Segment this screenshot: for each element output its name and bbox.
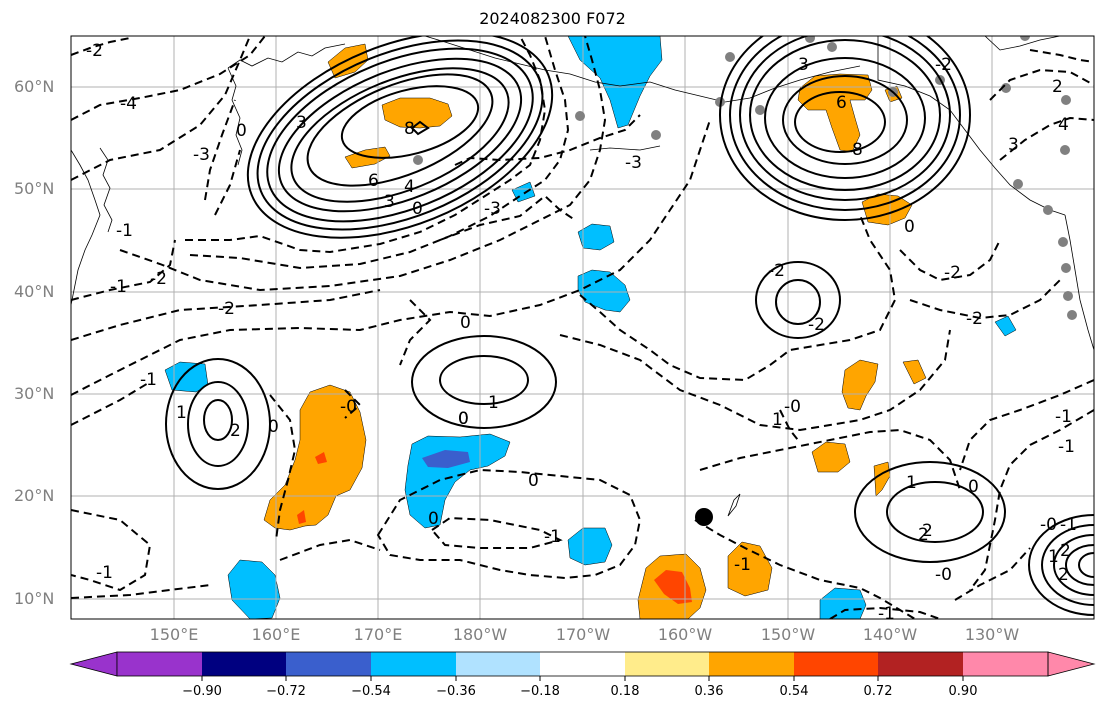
colorbar-tick-label: 0.36 xyxy=(694,684,724,699)
colorbar-tick-label: −0.18 xyxy=(520,684,560,699)
contour-label: 0 xyxy=(458,409,469,429)
contour-label: -2 xyxy=(218,299,235,319)
contour-label: -1 xyxy=(1058,437,1075,457)
contour-label: 3 xyxy=(384,192,395,212)
lon-label: 170°E xyxy=(353,625,403,644)
contour-label: 0 xyxy=(236,121,247,141)
contour-label: -1 xyxy=(544,527,561,547)
contour-label: 0 xyxy=(428,509,439,529)
contour-label: -1 xyxy=(96,563,113,583)
contour-label: -1 xyxy=(116,221,133,241)
contour-label: -4 xyxy=(120,94,137,114)
gridlines xyxy=(71,36,1094,619)
colorbar-extend-low xyxy=(69,651,118,677)
contour-label: -1 xyxy=(140,370,157,390)
contour-label: 1 xyxy=(772,410,783,430)
contour-label: 0 xyxy=(412,199,423,219)
colorbar-tick-label: 0.90 xyxy=(948,684,978,699)
contour-label: -2 xyxy=(935,55,952,75)
plot-frame xyxy=(70,35,1095,620)
contour-label: 0 xyxy=(458,409,469,429)
contour-label: 2 xyxy=(922,521,933,541)
colorbar-tick-label: 0.72 xyxy=(863,684,893,699)
lon-label: 130°W xyxy=(964,625,1020,644)
contour-label: 0 xyxy=(528,471,539,491)
lon-label: 140°W xyxy=(862,625,918,644)
contour-label: -1 xyxy=(734,555,751,575)
positive-contours xyxy=(165,36,1094,616)
contour-label: -1 xyxy=(1060,515,1077,535)
colorbar-tick-label: −0.36 xyxy=(436,684,476,699)
contour-label: -1 xyxy=(110,277,127,297)
contour-label: 1 xyxy=(1048,547,1059,567)
contour-label: 4 xyxy=(404,177,415,197)
colorbar-tick-label: −0.72 xyxy=(266,684,306,699)
contour-label: -0 xyxy=(784,397,801,417)
colorbar-tick-label: −0.90 xyxy=(182,684,222,699)
lon-label: 150°E xyxy=(149,625,199,644)
contour-label: -3 xyxy=(484,199,501,219)
lon-label: 150°W xyxy=(760,625,816,644)
contour-label: 0 xyxy=(904,217,915,237)
contour-labels: -2 -4 0 -3 3 -1 8 6 4 3 0 -3 -1 -2 -3 3 … xyxy=(86,41,1077,624)
colorbar xyxy=(69,651,1096,681)
map-title: 2024082300 F072 xyxy=(479,9,626,28)
contour-label: 3 xyxy=(296,113,307,133)
contour-label: 1 xyxy=(488,393,499,413)
lon-label: 160°E xyxy=(251,625,301,644)
contour-label: 3 xyxy=(798,55,809,75)
contour-label: -2 xyxy=(966,309,983,329)
contour-label: 1 xyxy=(176,403,187,423)
contour-label: 6 xyxy=(368,171,379,191)
lat-label: 10°N xyxy=(14,589,55,608)
lon-label: 160°W xyxy=(657,625,713,644)
negative-contours xyxy=(71,36,1094,619)
lat-label: 50°N xyxy=(14,179,55,198)
contour-label: -0 xyxy=(340,397,357,417)
contour-label: -2 xyxy=(768,261,785,281)
contour-label: -3 xyxy=(193,145,210,165)
lon-label: 180°W xyxy=(452,625,508,644)
contour-label: 8 xyxy=(404,119,415,139)
contour-label: 2 xyxy=(230,421,241,441)
contour-label: 2 xyxy=(1060,541,1071,561)
contour-label: 0 xyxy=(268,417,279,437)
colorbar-tick-label: 0.18 xyxy=(610,684,640,699)
contour-label: -2 xyxy=(86,41,103,61)
contour-label: 6 xyxy=(836,93,847,113)
contour-label: 2 xyxy=(918,525,929,545)
contour-label: -3 xyxy=(625,153,642,173)
contour-label: -2 xyxy=(944,263,961,283)
contour-label: -0 xyxy=(1040,515,1057,535)
colorbar-tick-label: −0.54 xyxy=(351,684,391,699)
contour-label: 2 xyxy=(1058,565,1069,585)
contour-label: -1 xyxy=(878,604,895,624)
colorbar-extend-high xyxy=(1047,651,1096,677)
contour-label: 8 xyxy=(852,140,863,160)
colorbar-tick-label: 0.54 xyxy=(779,684,809,699)
contour-label: 3 xyxy=(1008,135,1019,155)
contour-label: -2 xyxy=(150,269,167,289)
lat-label: 20°N xyxy=(14,486,55,505)
marker-dot xyxy=(695,508,713,526)
contour-label: -0 xyxy=(935,565,952,585)
contour-label: 2 xyxy=(1052,77,1063,97)
lat-label: 60°N xyxy=(14,77,55,96)
lon-label: 170°W xyxy=(555,625,611,644)
contour-label: 1 xyxy=(906,473,917,493)
lat-label: 30°N xyxy=(14,384,55,403)
lat-label: 40°N xyxy=(14,282,55,301)
contour-label: -1 xyxy=(1055,407,1072,427)
contour-label: 0 xyxy=(968,477,979,497)
station-dots xyxy=(413,36,1077,320)
contour-label: 4 xyxy=(1058,115,1069,135)
contour-label: -2 xyxy=(808,315,825,335)
contour-label: 0 xyxy=(460,313,471,333)
